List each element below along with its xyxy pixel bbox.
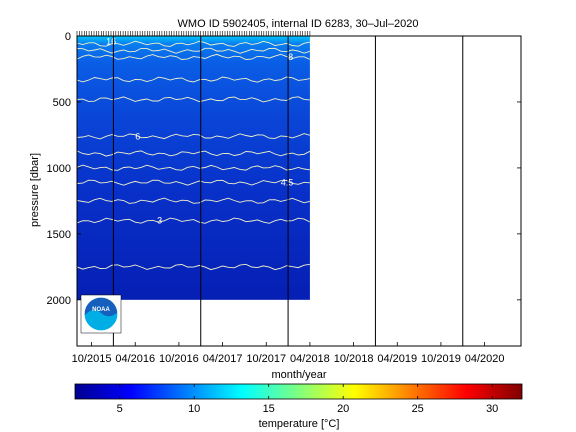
isotherm-contours: 3 4.5 6 8 16	[76, 36, 311, 271]
chart-title: WMO ID 5902405, internal ID 6283, 30–Jul…	[178, 18, 419, 30]
x-axis-title: month/year	[271, 369, 326, 381]
contour-label: 4.5	[281, 177, 294, 187]
contour-line	[76, 179, 310, 186]
colorbar-tick-label: 15	[263, 403, 275, 415]
x-axis: 10/2015 04/2016 10/2016 04/2017 10/2017 04/20…	[72, 342, 505, 365]
contour-line	[76, 263, 310, 271]
contour-line	[76, 133, 311, 140]
x-tick-label: 10/2018	[334, 353, 374, 365]
profile-time-ticks	[76, 31, 311, 36]
plot-frame	[76, 35, 522, 347]
x-tick-label: 04/2019	[377, 353, 417, 365]
x-tick-label: 10/2016	[159, 353, 199, 365]
contour-line	[76, 76, 310, 83]
svg-text:NOAA: NOAA	[92, 307, 110, 313]
x-tick-label: 10/2015	[72, 353, 112, 365]
y-tick-label: 0	[65, 31, 71, 43]
contour-line	[76, 53, 311, 60]
y-tick-label: 1500	[47, 229, 71, 241]
y-axis: 0 500 1000 1500 2000	[47, 31, 521, 307]
y-axis-title: pressure [dbar]	[29, 153, 41, 227]
colorbar-tick-label: 10	[188, 403, 200, 415]
contour-label: 8	[288, 52, 293, 62]
contour-line	[76, 150, 311, 157]
contour-line	[76, 47, 311, 54]
y-tick-label: 2000	[47, 295, 71, 307]
colorbar-ticks: 5 10 15 20 25 30	[117, 384, 498, 415]
x-tick-label: 04/2018	[290, 353, 330, 365]
contour-line	[76, 217, 311, 224]
contour-line	[76, 96, 310, 103]
colorbar-tick-label: 5	[117, 403, 123, 415]
y-tick-label: 1000	[47, 163, 71, 175]
colorbar-tick-label: 25	[412, 403, 424, 415]
contour-label: 3	[157, 216, 162, 226]
x-tick-label: 04/2020	[465, 353, 505, 365]
contour-label: 16	[106, 36, 116, 46]
x-tick-label: 04/2016	[115, 353, 155, 365]
year-boundary-lines	[112, 36, 464, 346]
x-tick-label: 10/2017	[246, 353, 286, 365]
colorbar-label: temperature [°C]	[259, 418, 340, 430]
contour-label: 6	[135, 131, 140, 141]
colorbar	[74, 383, 523, 400]
colorbar-tick-label: 30	[486, 403, 498, 415]
temperature-field	[77, 36, 310, 300]
y-tick-label: 500	[53, 97, 71, 109]
x-tick-label: 10/2019	[421, 353, 461, 365]
contour-line	[76, 164, 310, 171]
noaa-logo: NOAA	[80, 294, 122, 334]
contour-line	[76, 40, 310, 47]
contour-line	[76, 197, 311, 204]
temperature-field-fill	[77, 36, 310, 300]
colorbar-tick-label: 20	[337, 403, 349, 415]
x-tick-label: 04/2017	[203, 353, 243, 365]
